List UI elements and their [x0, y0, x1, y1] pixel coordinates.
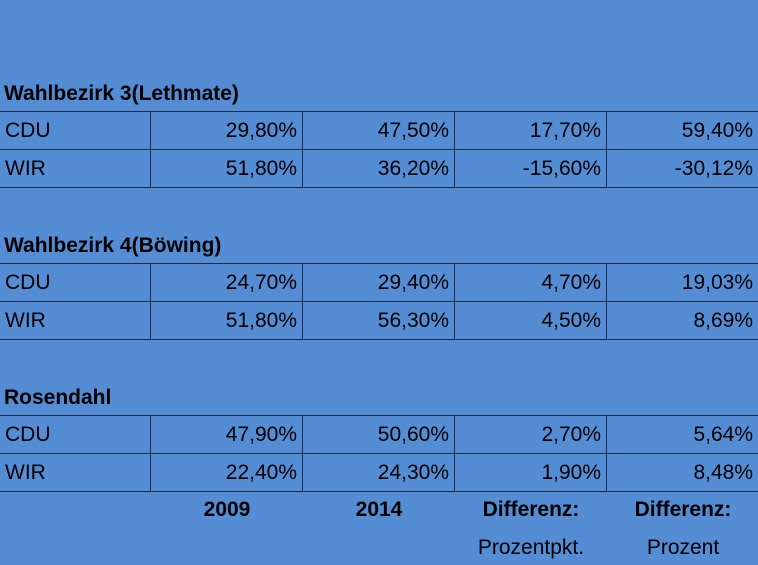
value-cell: 19,03% [606, 263, 758, 302]
value-cell: 5,64% [606, 415, 758, 454]
value-cell: 8,48% [606, 453, 758, 492]
column-subheader: Prozentpkt. [477, 536, 585, 559]
value-cell: 24,70% [150, 263, 303, 302]
value-cell: 56,30% [302, 301, 455, 340]
value-cell: -30,12% [606, 149, 758, 188]
value-cell: 24,30% [302, 453, 455, 492]
party-cell: WIR [0, 301, 151, 340]
value-cell: 2,70% [454, 415, 607, 454]
value-cell: 4,70% [454, 263, 607, 302]
value-cell: 22,40% [150, 453, 303, 492]
value-cell: 17,70% [454, 111, 607, 150]
section-title: Rosendahl [4, 386, 112, 409]
section-title: Wahlbezirk 4(Böwing) [4, 234, 222, 257]
column-header: 2014 [355, 498, 403, 521]
value-cell: 47,90% [150, 415, 303, 454]
value-cell: 50,60% [302, 415, 455, 454]
party-cell: CDU [0, 111, 151, 150]
value-cell: 59,40% [606, 111, 758, 150]
party-cell: WIR [0, 149, 151, 188]
column-header: Differenz: [634, 498, 732, 521]
value-cell: -15,60% [454, 149, 607, 188]
party-cell: CDU [0, 415, 151, 454]
value-cell: 1,90% [454, 453, 607, 492]
column-header: Differenz: [482, 498, 580, 521]
value-cell: 47,50% [302, 111, 455, 150]
value-cell: 29,40% [302, 263, 455, 302]
column-subheader: Prozent [646, 536, 720, 559]
party-cell: WIR [0, 453, 151, 492]
value-cell: 36,20% [302, 149, 455, 188]
column-header: 2009 [203, 498, 251, 521]
value-cell: 29,80% [150, 111, 303, 150]
value-cell: 51,80% [150, 149, 303, 188]
value-cell: 8,69% [606, 301, 758, 340]
section-title: Wahlbezirk 3(Lethmate) [4, 82, 239, 105]
value-cell: 4,50% [454, 301, 607, 340]
party-cell: CDU [0, 263, 151, 302]
value-cell: 51,80% [150, 301, 303, 340]
